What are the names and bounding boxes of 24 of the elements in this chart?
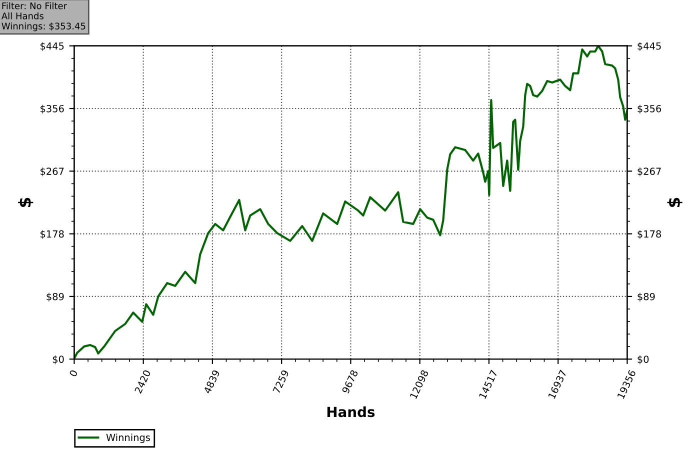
x-tick-label: 0 [69,369,78,378]
y-tick-label: $356 [40,104,64,114]
y2-tick-label: $0 [638,355,649,364]
text: All Hands [1,12,44,20]
y-tick-label: $89 [46,292,64,302]
y2-tick-label: $356 [638,104,662,114]
y2-axis-title: $ [667,198,682,207]
y2-tick-label: $267 [638,167,661,176]
x-tick-label: 9678 [342,370,358,394]
text: Filter: No Filter [2,2,68,10]
x-tick-label: 4839 [203,370,220,394]
y-tick-label: $178 [40,230,64,239]
y2-tick-label: $445 [638,42,661,51]
y-tick-label: $445 [40,42,64,51]
y2-tick-label: $178 [638,230,661,239]
y-tick-label: $267 [40,167,64,176]
x-tick-label: 2420 [134,369,151,394]
y-axis-title: $ [18,198,34,207]
y2-tick-label: $89 [638,292,655,302]
x-tick-label: 7259 [272,370,290,394]
x-axis-title: Hands [327,406,375,418]
text: Winnings: $353.45 [2,22,86,32]
legend-label: Winnings [106,434,150,443]
y-tick-label: $0 [52,355,64,364]
